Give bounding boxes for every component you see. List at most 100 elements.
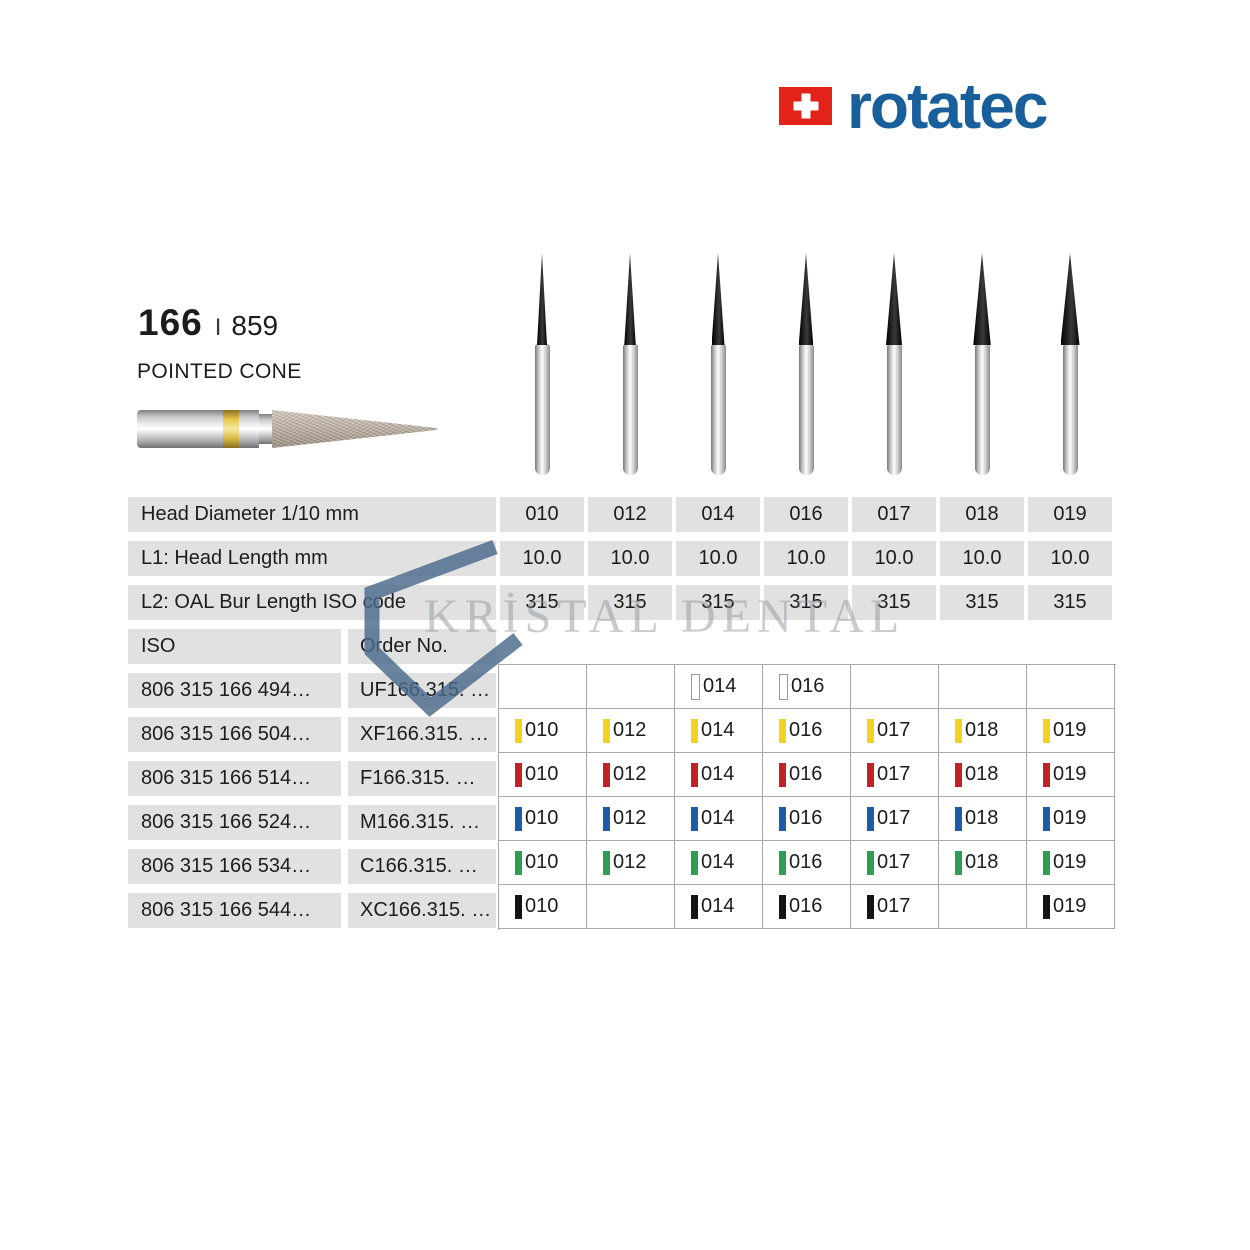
grit-color-mark: [603, 850, 610, 875]
spec-value: 315: [588, 585, 672, 620]
grit-color-mark: [515, 762, 522, 787]
grit-color-mark: [691, 894, 698, 919]
grit-cell-value: 016: [789, 851, 823, 873]
order-number: XF166.315. …: [348, 717, 496, 752]
grit-grid-cell: 016: [763, 709, 851, 753]
grit-color-mark: [779, 762, 786, 787]
spec-value: 10.0: [764, 541, 848, 576]
grit-color-mark: [779, 894, 786, 919]
spec-value: 315: [764, 585, 848, 620]
spec-value: 315: [1028, 585, 1112, 620]
grit-cell-value: 017: [877, 895, 911, 917]
grit-cell-value: 010: [525, 763, 559, 785]
spec-label: L2: OAL Bur Length ISO code: [128, 585, 496, 620]
bur-head: [711, 253, 725, 345]
iso-code: 806 315 166 504…: [128, 717, 341, 752]
grit-cell-value: 014: [701, 763, 735, 785]
grit-cell-value: 018: [965, 807, 999, 829]
grit-color-mark: [779, 673, 788, 700]
grit-color-mark: [955, 762, 962, 787]
grit-cell-value: 019: [1053, 895, 1087, 917]
grit-grid-cell: 016: [763, 753, 851, 797]
spec-value: 315: [500, 585, 584, 620]
bur-illustration: [794, 253, 818, 475]
spec-value: 315: [940, 585, 1024, 620]
iso-code: 806 315 166 534…: [128, 849, 341, 884]
grit-cell-value: 019: [1053, 719, 1087, 741]
grit-cell-value: 016: [789, 807, 823, 829]
grit-grid-cell: 017: [851, 885, 939, 929]
grit-color-mark: [691, 762, 698, 787]
spec-value: 014: [676, 497, 760, 532]
brand-logo: rotatec: [779, 74, 1048, 138]
grit-grid-cell: 018: [939, 709, 1027, 753]
grit-cell-value: 012: [613, 719, 647, 741]
spec-row: L2: OAL Bur Length ISO code 315 315 315 315 3…: [128, 585, 1116, 620]
grit-grid-cell: 012: [587, 797, 675, 841]
grit-cell-value: 019: [1053, 807, 1087, 829]
grit-cell-value: 010: [525, 719, 559, 741]
bur-illustration: [706, 253, 730, 475]
order-number: UF166.315. …: [348, 673, 496, 708]
grit-color-mark: [515, 894, 522, 919]
bur-shank: [798, 344, 814, 475]
grit-grid-cell: 012: [587, 841, 675, 885]
product-number: 166: [138, 302, 203, 343]
grit-color-mark: [603, 718, 610, 743]
grit-cell-value: 014: [701, 807, 735, 829]
grit-color-mark: [1043, 894, 1050, 919]
iso-header-cell: ISO: [128, 629, 341, 664]
order-number: F166.315. …: [348, 761, 496, 796]
grit-color-mark: [691, 718, 698, 743]
grit-cell-value: 017: [877, 719, 911, 741]
grit-cell-value: 010: [525, 895, 559, 917]
grit-grid-cell: 016: [763, 885, 851, 929]
grit-color-mark: [603, 762, 610, 787]
spec-value: 10.0: [1028, 541, 1112, 576]
burs-row: [0, 253, 1250, 483]
grit-cell-value: 018: [965, 719, 999, 741]
grit-row: 806 315 166 514… F166.315. …: [128, 761, 496, 796]
grit-grid-cell: 018: [939, 753, 1027, 797]
photo-color-band: [223, 410, 239, 448]
spec-value: 019: [1028, 497, 1112, 532]
grit-cell-value: 012: [613, 851, 647, 873]
grit-color-mark: [867, 850, 874, 875]
order-number: C166.315. …: [348, 849, 496, 884]
iso-code: 806 315 166 514…: [128, 761, 341, 796]
grit-row: 806 315 166 524… M166.315. …: [128, 805, 496, 840]
grit-color-mark: [691, 806, 698, 831]
bur-head: [886, 253, 902, 345]
grit-grid-cell: 019: [1027, 797, 1115, 841]
spec-label: Head Diameter 1/10 mm: [128, 497, 496, 532]
bur-shank: [710, 344, 726, 475]
order-header-cell: Order No.: [348, 629, 496, 664]
grit-cell-value: 018: [965, 763, 999, 785]
grit-grid-cell: 010: [499, 841, 587, 885]
grit-color-mark: [1043, 806, 1050, 831]
grit-cell-value: 010: [525, 851, 559, 873]
grit-grid-cell: 017: [851, 797, 939, 841]
spec-value: 010: [500, 497, 584, 532]
bur-head: [798, 253, 814, 345]
spec-value: 10.0: [940, 541, 1024, 576]
grit-grid-cell: 017: [851, 841, 939, 885]
spec-value: 012: [588, 497, 672, 532]
bur-shank: [534, 344, 550, 475]
grit-cell-value: 019: [1053, 763, 1087, 785]
grit-grid-cell: [851, 665, 939, 709]
bur-head: [1060, 253, 1080, 345]
marks-grid: 014 016 010 012 014 016 017 018 019 010 012 014 016 0…: [498, 664, 1116, 930]
bur-illustration: [882, 253, 906, 475]
grit-cell-value: 019: [1053, 851, 1087, 873]
grit-cell-value: 016: [789, 719, 823, 741]
grit-color-mark: [955, 850, 962, 875]
bur-shank: [622, 344, 638, 475]
grit-grid-cell: 014: [675, 753, 763, 797]
grit-grid-cell: 014: [675, 885, 763, 929]
spec-value: 10.0: [500, 541, 584, 576]
grit-color-mark: [779, 718, 786, 743]
grit-cell-value: 012: [613, 763, 647, 785]
bur-head: [973, 253, 991, 345]
